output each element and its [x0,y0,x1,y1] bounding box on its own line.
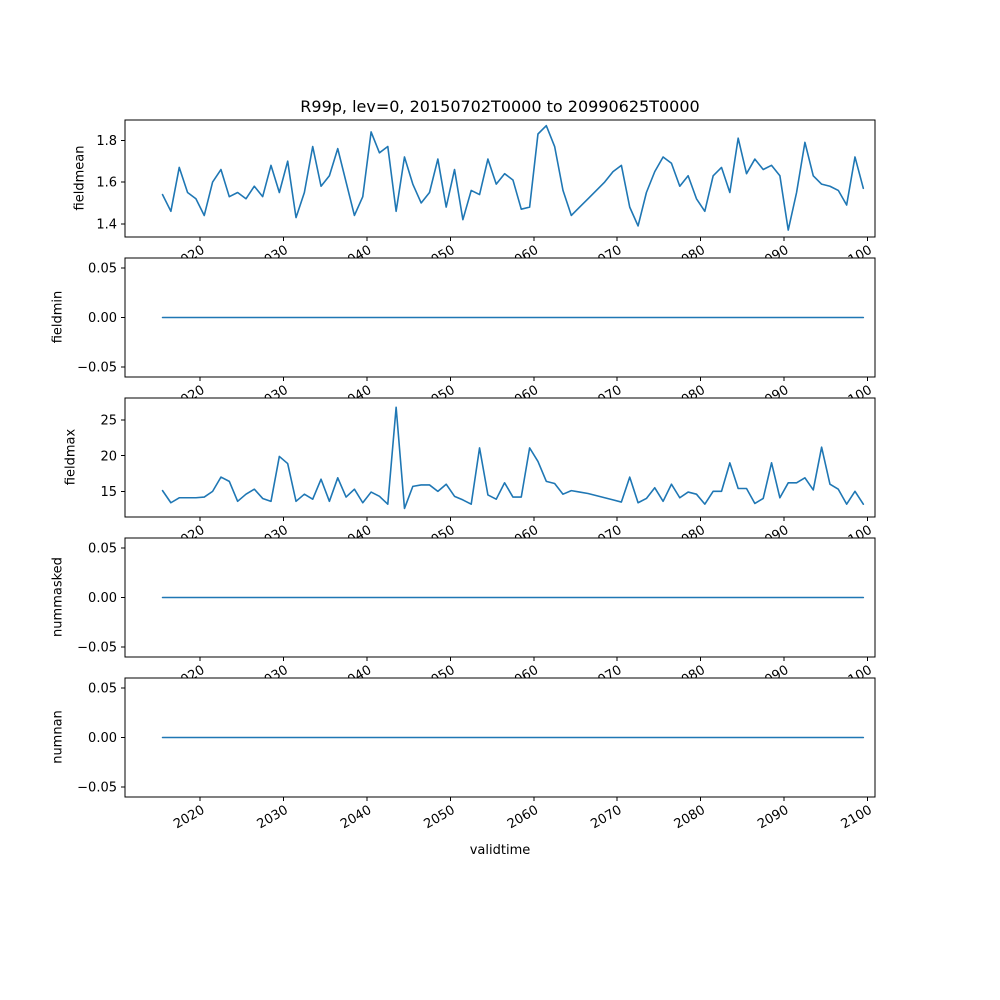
svg-text:0.00: 0.00 [88,311,117,326]
svg-text:15: 15 [100,485,117,500]
xlabel-validtime: validtime [469,843,531,858]
svg-text:2080: 2080 [672,803,708,833]
svg-text:0.05: 0.05 [88,261,117,276]
svg-text:2020: 2020 [171,803,207,833]
svg-text:0.05: 0.05 [88,541,117,556]
svg-text:0.05: 0.05 [88,681,117,696]
chart-title: R99p, lev=0, 20150702T0000 to 20990625T0… [300,97,700,116]
svg-text:25: 25 [100,414,117,429]
svg-text:2050: 2050 [422,803,458,833]
svg-text:2040: 2040 [338,803,374,833]
svg-text:−0.05: −0.05 [77,641,117,656]
svg-text:2060: 2060 [505,803,541,833]
svg-text:2070: 2070 [588,803,624,833]
svg-text:0.00: 0.00 [88,731,117,746]
svg-text:0.00: 0.00 [88,591,117,606]
svg-text:1.8: 1.8 [96,134,117,149]
svg-text:2030: 2030 [255,803,291,833]
svg-text:−0.05: −0.05 [77,781,117,796]
svg-text:2100: 2100 [839,803,875,833]
svg-text:2090: 2090 [755,803,791,833]
svg-text:1.4: 1.4 [96,217,117,232]
svg-text:1.6: 1.6 [96,176,117,191]
svg-text:−0.05: −0.05 [77,361,117,376]
svg-text:20: 20 [100,449,117,464]
